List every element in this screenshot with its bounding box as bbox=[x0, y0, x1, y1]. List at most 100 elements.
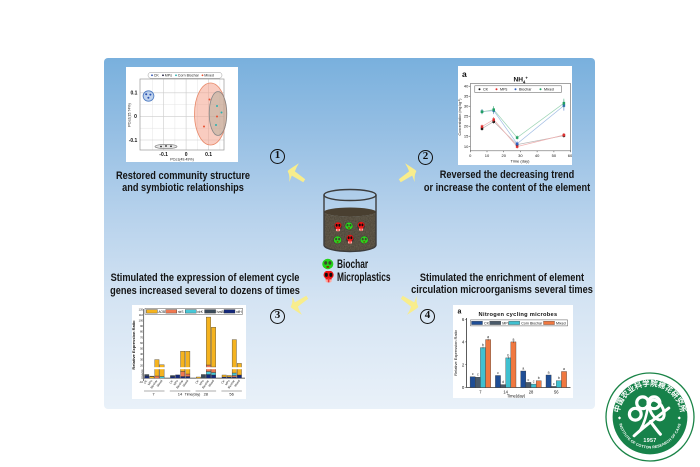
svg-text:hzsB: hzsB bbox=[217, 310, 224, 314]
svg-text:◆: ◆ bbox=[678, 415, 682, 420]
svg-text:35: 35 bbox=[464, 94, 469, 99]
svg-text:NH4+: NH4+ bbox=[514, 75, 529, 84]
svg-text:2: 2 bbox=[142, 374, 144, 378]
svg-text:CK: CK bbox=[194, 379, 200, 385]
svg-text:Biochar: Biochar bbox=[519, 88, 532, 92]
svg-text:10: 10 bbox=[485, 153, 490, 158]
svg-text:nifH: nifH bbox=[236, 310, 242, 314]
svg-text:nirK: nirK bbox=[197, 310, 204, 314]
svg-text:d: d bbox=[502, 380, 504, 384]
svg-text:Biochar: Biochar bbox=[175, 379, 184, 389]
svg-text:20: 20 bbox=[501, 153, 506, 158]
svg-text:0: 0 bbox=[142, 376, 144, 380]
svg-text:MPs: MPs bbox=[165, 74, 172, 78]
svg-text:MPs: MPs bbox=[147, 379, 154, 386]
svg-text:a: a bbox=[458, 309, 462, 316]
svg-text:30: 30 bbox=[518, 153, 523, 158]
svg-text:56: 56 bbox=[554, 390, 559, 395]
svg-text:100: 100 bbox=[139, 319, 144, 323]
svg-text:c: c bbox=[477, 373, 479, 377]
svg-text:CK: CK bbox=[168, 379, 174, 385]
svg-text:0.1: 0.1 bbox=[205, 152, 212, 158]
svg-text:2: 2 bbox=[462, 362, 465, 367]
svg-text:56: 56 bbox=[229, 392, 234, 397]
svg-text:-0.1: -0.1 bbox=[129, 138, 138, 144]
svg-text:28: 28 bbox=[204, 392, 209, 397]
svg-text:Mixed: Mixed bbox=[556, 322, 566, 326]
svg-text:50: 50 bbox=[552, 153, 557, 158]
svg-text:60: 60 bbox=[568, 153, 572, 158]
svg-text:Time(day): Time(day) bbox=[507, 394, 526, 398]
svg-text:c: c bbox=[528, 378, 530, 382]
svg-text:0: 0 bbox=[185, 152, 188, 158]
svg-text:MPs: MPs bbox=[500, 88, 508, 92]
svg-text:-0.1: -0.1 bbox=[159, 152, 168, 158]
svg-text:CK: CK bbox=[484, 322, 490, 326]
svg-text:MPs: MPs bbox=[198, 379, 205, 386]
svg-text:0: 0 bbox=[462, 385, 465, 390]
svg-text:Relative Expression Ratio: Relative Expression Ratio bbox=[132, 320, 136, 370]
svg-text:4: 4 bbox=[462, 340, 465, 345]
svg-text:AOB: AOB bbox=[158, 310, 165, 314]
svg-text:b: b bbox=[482, 343, 484, 347]
svg-text:Concentration (mg kg-1): Concentration (mg kg-1) bbox=[458, 99, 462, 136]
svg-text:7: 7 bbox=[479, 390, 482, 395]
svg-text:CK: CK bbox=[483, 88, 489, 92]
svg-text:30: 30 bbox=[140, 358, 143, 362]
svg-text:PCo2(15.74%): PCo2(15.74%) bbox=[128, 103, 132, 127]
svg-text:c: c bbox=[472, 372, 474, 376]
svg-text:Mixed: Mixed bbox=[182, 379, 190, 388]
svg-text:MPs: MPs bbox=[502, 322, 509, 326]
svg-text:Relative Expression Ratio: Relative Expression Ratio bbox=[453, 329, 458, 376]
svg-text:c: c bbox=[533, 380, 535, 384]
svg-text:15: 15 bbox=[464, 134, 469, 139]
svg-text:40: 40 bbox=[464, 84, 469, 89]
svg-text:Mixed: Mixed bbox=[156, 379, 164, 388]
svg-text:Mixed: Mixed bbox=[544, 88, 554, 92]
svg-text:c: c bbox=[497, 371, 499, 375]
svg-text:20: 20 bbox=[140, 363, 143, 367]
svg-text:50: 50 bbox=[140, 347, 143, 351]
svg-text:14: 14 bbox=[178, 392, 183, 397]
svg-text:CK: CK bbox=[154, 74, 160, 78]
svg-text:6: 6 bbox=[462, 317, 465, 322]
svg-text:Biochar: Biochar bbox=[201, 379, 210, 389]
svg-text:8: 8 bbox=[142, 368, 144, 372]
svg-text:Mixed: Mixed bbox=[207, 379, 215, 388]
svg-text:Biochar: Biochar bbox=[149, 379, 158, 389]
svg-text:a: a bbox=[462, 69, 467, 79]
svg-text:7: 7 bbox=[152, 392, 155, 397]
svg-text:c: c bbox=[553, 382, 555, 386]
svg-text:CK: CK bbox=[143, 379, 149, 385]
svg-text:b: b bbox=[558, 376, 560, 380]
svg-text:a: a bbox=[522, 366, 524, 370]
svg-text:90: 90 bbox=[140, 324, 143, 328]
svg-text:30: 30 bbox=[464, 104, 469, 109]
svg-text:40: 40 bbox=[535, 153, 540, 158]
svg-text:25: 25 bbox=[464, 114, 469, 119]
svg-text:-10: -10 bbox=[139, 380, 143, 384]
svg-text:110: 110 bbox=[139, 313, 144, 317]
svg-text:6: 6 bbox=[142, 370, 144, 374]
svg-text:60: 60 bbox=[140, 341, 143, 345]
svg-text:0: 0 bbox=[469, 153, 472, 158]
svg-text:0: 0 bbox=[134, 114, 137, 120]
svg-text:Corn Biochar: Corn Biochar bbox=[521, 322, 543, 326]
svg-text:MPs: MPs bbox=[224, 379, 231, 386]
svg-text:a: a bbox=[512, 337, 514, 341]
svg-text:Mixed: Mixed bbox=[204, 74, 214, 78]
svg-text:1957: 1957 bbox=[643, 438, 656, 444]
svg-text:70: 70 bbox=[140, 335, 143, 339]
svg-text:Corn Biochar: Corn Biochar bbox=[178, 74, 200, 78]
svg-text:MPs: MPs bbox=[172, 379, 179, 386]
svg-text:40: 40 bbox=[140, 352, 143, 356]
svg-text:20: 20 bbox=[464, 124, 469, 129]
svg-text:a: a bbox=[548, 370, 550, 374]
svg-text:Nitrogen cycling microbes: Nitrogen cycling microbes bbox=[479, 312, 558, 318]
svg-text:Time(day): Time(day) bbox=[185, 393, 201, 397]
svg-text:120: 120 bbox=[139, 307, 144, 311]
svg-text:Mixed: Mixed bbox=[233, 379, 241, 388]
svg-text:◆: ◆ bbox=[618, 415, 622, 420]
svg-text:14: 14 bbox=[503, 390, 508, 395]
svg-text:4: 4 bbox=[142, 372, 144, 376]
